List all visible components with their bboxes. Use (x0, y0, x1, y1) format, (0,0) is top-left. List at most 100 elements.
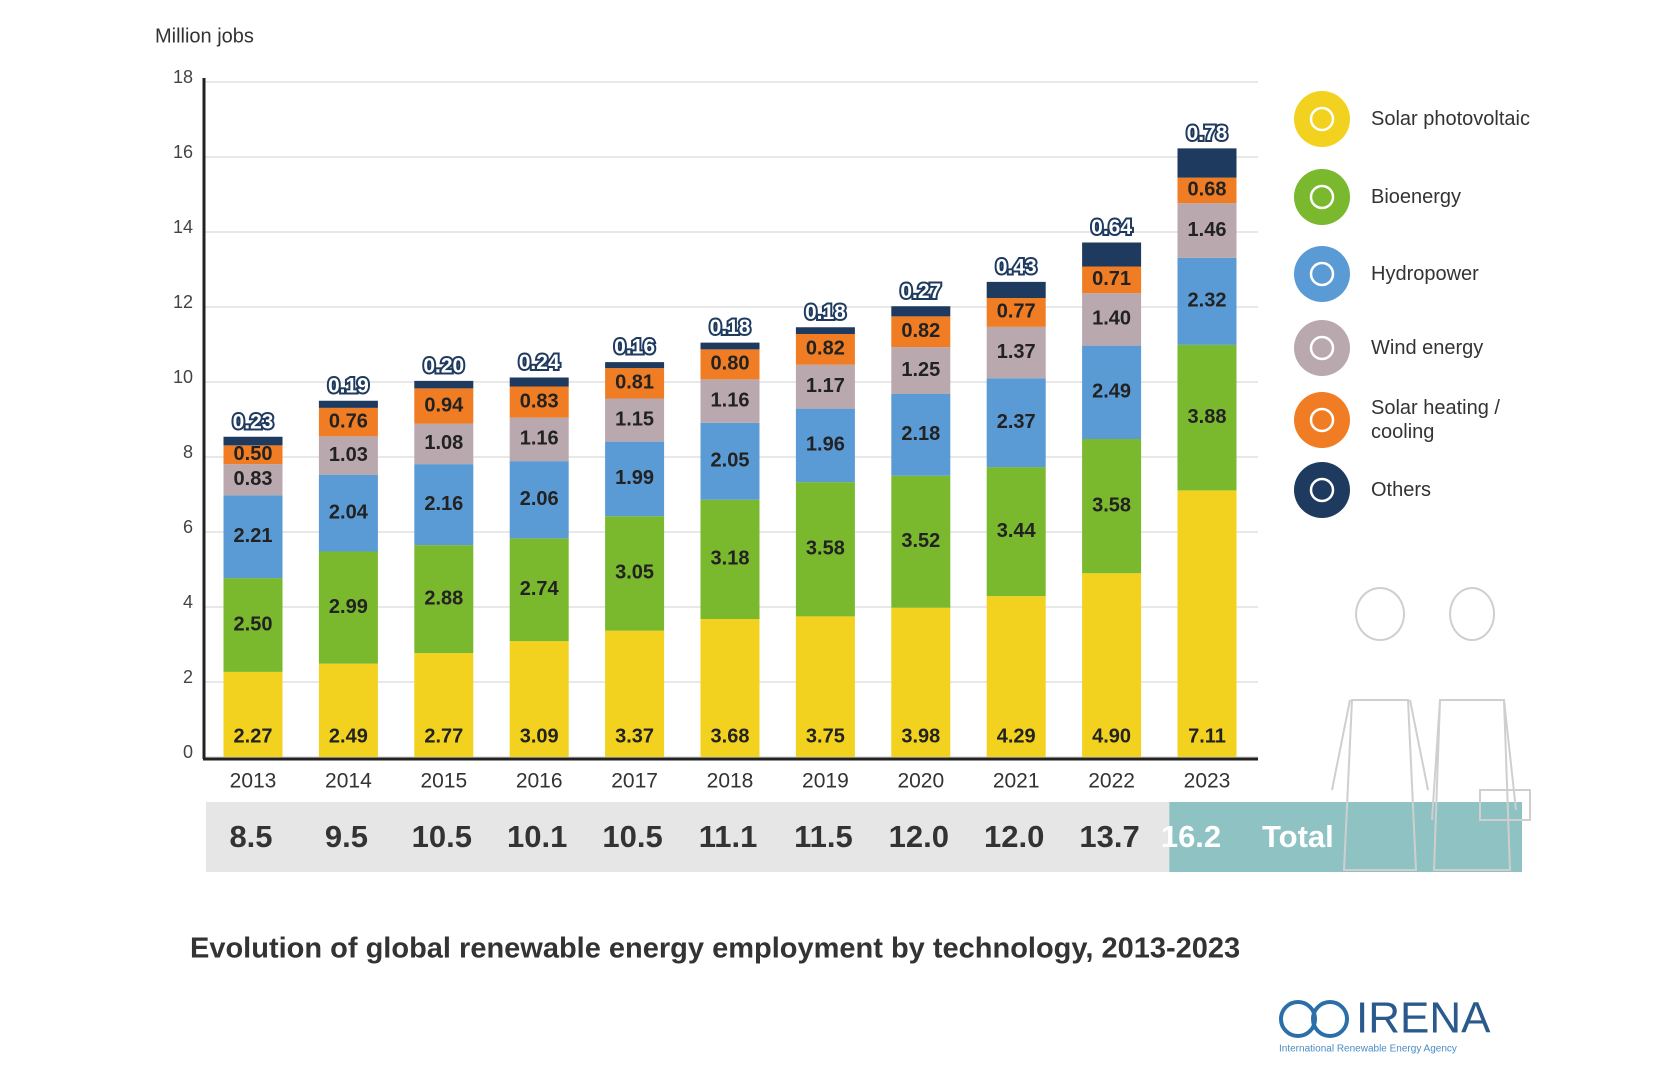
bar-segment (700, 349, 760, 380)
data-label: 3.68 (711, 725, 750, 747)
bar-segment (1177, 490, 1237, 757)
total-label: 9.5 (325, 819, 368, 854)
legend-icon (1309, 335, 1335, 361)
data-label: 0.83 (520, 390, 559, 412)
bar-segment (1082, 242, 1142, 267)
y-tick-label: 6 (183, 517, 193, 537)
data-label: 3.98 (901, 725, 940, 747)
x-tick-label: 2021 (993, 770, 1040, 793)
data-label: 2.04 (329, 502, 369, 524)
data-label: 0.80 (711, 353, 750, 375)
bar-segment (1177, 203, 1237, 258)
bar-segment (1082, 345, 1142, 439)
legend-swatch (1294, 91, 1350, 147)
x-tick-label: 2018 (707, 770, 754, 793)
bar-segment (986, 378, 1046, 468)
bar-segment (795, 327, 855, 334)
total-label: 10.1 (507, 819, 567, 854)
bar-segment (509, 461, 569, 539)
x-tick-label: 2023 (1184, 770, 1231, 793)
legend-label: Bioenergy (1371, 186, 1462, 208)
bar-segment (795, 408, 855, 483)
bar-segment (509, 377, 569, 387)
data-label: 0.81 (615, 372, 654, 394)
data-label: 0.64 (1091, 216, 1132, 239)
y-tick-label: 8 (183, 442, 193, 462)
bar-segment (986, 467, 1046, 597)
data-label: 1.15 (615, 408, 654, 430)
data-label: 1.46 (1188, 219, 1227, 241)
bar-segment (1177, 344, 1237, 491)
data-label: 0.82 (901, 320, 940, 342)
data-label: 0.68 (1188, 179, 1227, 201)
bar-segment (414, 464, 474, 546)
data-label: 0.78 (1187, 122, 1228, 145)
data-label: 2.49 (1092, 381, 1131, 403)
bar-segment (986, 596, 1046, 757)
bar-segment (605, 362, 665, 369)
bar-segment (318, 400, 378, 408)
data-label: 0.16 (614, 336, 655, 359)
data-label: 4.29 (997, 725, 1036, 747)
x-tick-label: 2019 (802, 770, 849, 793)
data-label: 0.77 (997, 301, 1036, 323)
illustration-figure (1331, 587, 1429, 871)
data-label: 0.94 (424, 394, 464, 416)
total-label: 13.7 (1079, 819, 1139, 854)
legend-swatch (1294, 169, 1350, 225)
legend-swatch (1294, 246, 1350, 302)
x-tick-label: 2013 (230, 770, 277, 793)
data-label: 3.88 (1188, 406, 1227, 428)
legend-icon (1309, 407, 1335, 433)
bar-segment (223, 445, 283, 465)
bar-segment (414, 653, 474, 757)
bar-segment (1082, 573, 1142, 757)
y-tick-label: 0 (183, 742, 193, 762)
data-label: 0.43 (996, 255, 1037, 278)
data-label: 7.11 (1188, 725, 1226, 747)
data-label: 3.09 (520, 725, 559, 747)
data-label: 1.99 (615, 467, 654, 489)
y-tick-label: 18 (173, 67, 193, 87)
x-tick-label: 2020 (897, 770, 944, 793)
data-label: 2.37 (997, 411, 1036, 433)
bar-segment (795, 482, 855, 617)
data-label: 0.24 (519, 351, 560, 374)
x-tick-label: 2015 (420, 770, 467, 793)
data-label: 2.49 (329, 725, 368, 747)
data-label: 1.16 (520, 428, 559, 450)
total-label: 10.5 (602, 819, 662, 854)
bar-segment (891, 306, 951, 317)
data-label: 2.88 (424, 587, 463, 609)
bar-segment (605, 441, 665, 517)
data-label: 1.96 (806, 434, 845, 456)
logo-icon (1279, 1000, 1349, 1038)
data-label: 1.17 (806, 375, 845, 397)
data-label: 1.40 (1092, 308, 1131, 330)
data-label: 2.27 (234, 725, 273, 747)
x-tick-label: 2014 (325, 770, 372, 793)
data-label: 2.74 (520, 578, 560, 600)
data-label: 0.18 (710, 316, 751, 339)
total-label: 8.5 (229, 819, 272, 854)
y-tick-label: 10 (173, 367, 193, 387)
data-label: 3.37 (615, 725, 654, 747)
bar-segment (700, 499, 760, 619)
y-tick-label: 16 (173, 142, 193, 162)
bar-segment (891, 394, 951, 476)
totals-band (206, 802, 1170, 872)
data-label: 1.03 (329, 444, 368, 466)
data-label: 2.06 (520, 488, 559, 510)
bar-segment (414, 545, 474, 654)
data-label: 1.37 (997, 341, 1036, 363)
bar-segment (891, 475, 951, 608)
legend-icon (1309, 106, 1335, 132)
bar-segment (509, 386, 569, 418)
legend-icon (1309, 184, 1335, 210)
data-label: 3.05 (615, 562, 654, 584)
logo-name: IRENA (1356, 994, 1491, 1043)
y-tick-label: 14 (173, 217, 193, 237)
data-label: 0.82 (806, 338, 845, 360)
